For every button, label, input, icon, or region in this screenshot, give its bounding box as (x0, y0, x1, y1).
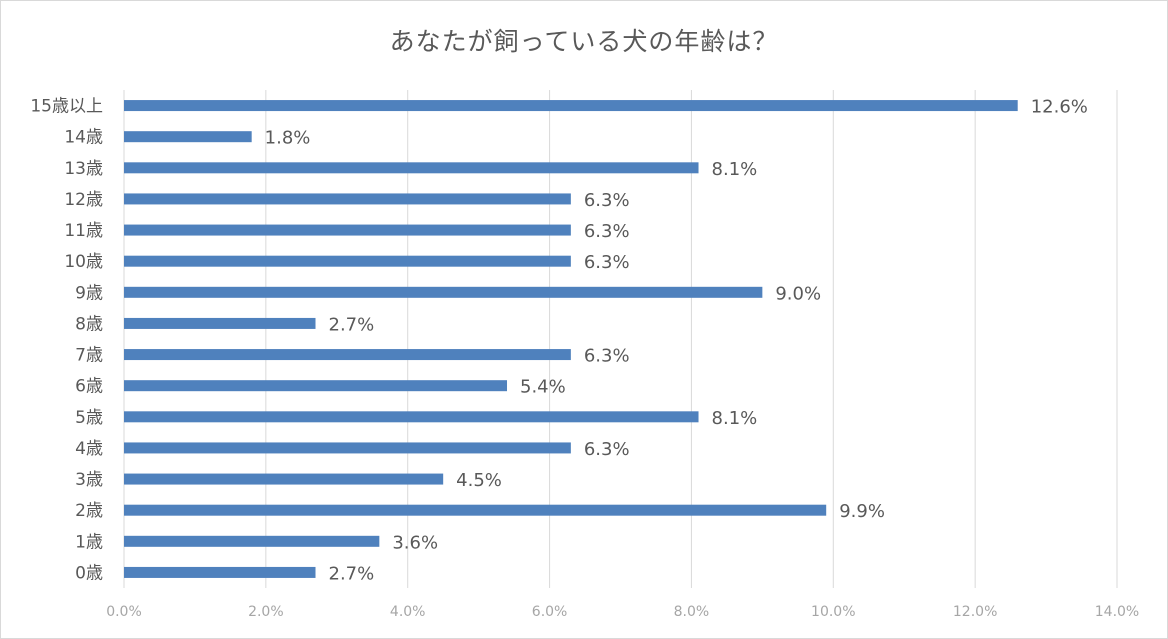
x-tick-label: 0.0% (106, 604, 142, 620)
category-label: 7歳 (75, 346, 103, 366)
category-label: 1歳 (75, 532, 103, 552)
x-tick-label: 14.0% (1095, 604, 1139, 620)
bar (124, 162, 699, 174)
category-label: 11歳 (64, 221, 103, 241)
bar (124, 473, 444, 485)
bar (124, 317, 316, 329)
category-label: 9歳 (75, 283, 103, 303)
category-labels: 15歳以上 14歳 13歳 12歳 11歳 10歳 9歳 8歳 7歳 6歳 5歳 4歳 3歳 2歳 1歳 0歳 (30, 97, 103, 584)
data-label: 9.0% (775, 283, 821, 304)
x-axis-tick-labels: 0.0% 2.0% 4.0% 6.0% 8.0% 10.0% 12.0% 14.0% (106, 604, 1139, 620)
category-label: 2歳 (75, 501, 103, 521)
data-labels: 12.6% 1.8% 8.1% 6.3% 6.3% 6.3% 9.0% 2.7% 6.3% 5.4… (265, 97, 1088, 585)
bars (124, 100, 1018, 578)
data-label: 6.3% (584, 252, 630, 273)
bar (124, 255, 571, 267)
bar (124, 131, 252, 143)
data-label: 8.1% (712, 408, 758, 429)
category-label: 12歳 (64, 190, 103, 210)
x-tick-label: 4.0% (390, 604, 426, 620)
bar (124, 224, 571, 236)
bar (124, 349, 571, 361)
bar (124, 100, 1018, 112)
category-label: 8歳 (75, 314, 103, 334)
category-label: 5歳 (75, 408, 103, 428)
category-label: 14歳 (64, 128, 103, 148)
category-label: 3歳 (75, 470, 103, 490)
category-label: 15歳以上 (30, 97, 103, 117)
category-label: 6歳 (75, 377, 103, 397)
data-label: 9.9% (839, 501, 885, 522)
x-tick-label: 2.0% (248, 604, 284, 620)
bar (124, 566, 316, 578)
data-label: 2.7% (329, 314, 375, 335)
category-label: 4歳 (75, 439, 103, 459)
bar (124, 286, 763, 298)
category-label: 13歳 (64, 159, 103, 179)
data-label: 3.6% (392, 532, 438, 553)
bar (124, 442, 571, 454)
data-label: 8.1% (712, 159, 758, 180)
bar (124, 504, 827, 516)
data-label: 5.4% (520, 377, 566, 398)
category-label: 0歳 (75, 563, 103, 583)
bar (124, 411, 699, 423)
data-label: 6.3% (584, 439, 630, 460)
data-label: 2.7% (329, 563, 375, 584)
category-label: 10歳 (64, 252, 103, 272)
data-label: 1.8% (265, 128, 311, 149)
data-label: 6.3% (584, 190, 630, 211)
bar (124, 535, 380, 547)
x-tick-label: 6.0% (532, 604, 568, 620)
bar (124, 193, 571, 205)
x-tick-label: 10.0% (811, 604, 855, 620)
data-label: 4.5% (456, 470, 502, 491)
chart-title: あなたが飼っている犬の年齢は？ (389, 27, 779, 56)
x-tick-label: 12.0% (953, 604, 997, 620)
data-label: 12.6% (1031, 97, 1088, 118)
x-tick-label: 8.0% (674, 604, 710, 620)
data-label: 6.3% (584, 346, 630, 367)
data-label: 6.3% (584, 221, 630, 242)
bar (124, 380, 508, 392)
